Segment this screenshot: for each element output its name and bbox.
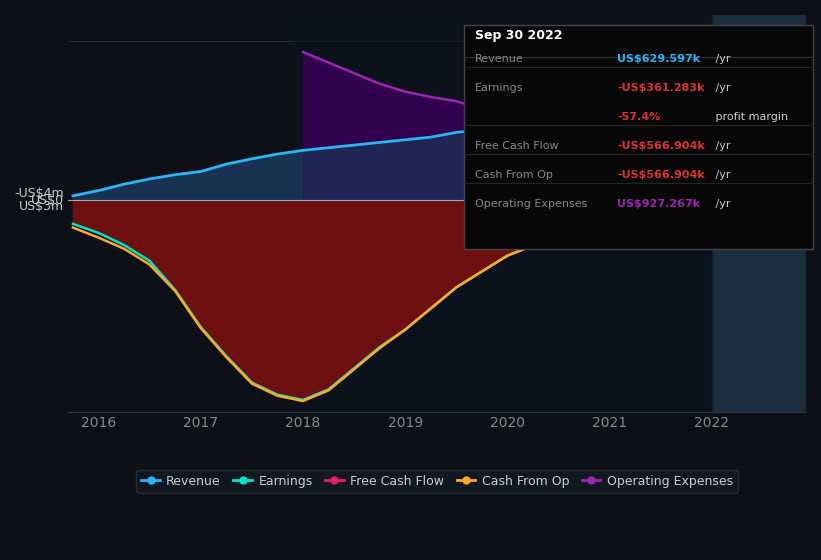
- Text: profit margin: profit margin: [712, 112, 788, 122]
- Text: US$629.597k: US$629.597k: [617, 54, 700, 64]
- Text: /yr: /yr: [712, 141, 731, 151]
- Text: Revenue: Revenue: [475, 54, 523, 64]
- Text: Earnings: Earnings: [475, 83, 523, 93]
- Text: -57.4%: -57.4%: [617, 112, 661, 122]
- Text: US$0: US$0: [31, 194, 64, 207]
- Text: -US$566.904k: -US$566.904k: [617, 141, 705, 151]
- Text: -US$361.283k: -US$361.283k: [617, 83, 704, 93]
- Text: US$927.267k: US$927.267k: [617, 199, 700, 209]
- Text: /yr: /yr: [712, 83, 731, 93]
- Bar: [712, 15, 806, 412]
- Text: Free Cash Flow: Free Cash Flow: [475, 141, 558, 151]
- Bar: [293, 15, 712, 412]
- Text: /yr: /yr: [712, 54, 731, 64]
- Text: /yr: /yr: [712, 199, 731, 209]
- Text: /yr: /yr: [712, 170, 731, 180]
- Text: -US$566.904k: -US$566.904k: [617, 170, 705, 180]
- Text: -US$4m: -US$4m: [15, 187, 64, 200]
- Text: Cash From Op: Cash From Op: [475, 170, 553, 180]
- Text: Sep 30 2022: Sep 30 2022: [475, 29, 562, 42]
- Legend: Revenue, Earnings, Free Cash Flow, Cash From Op, Operating Expenses: Revenue, Earnings, Free Cash Flow, Cash …: [136, 470, 737, 493]
- Text: US$3m: US$3m: [19, 200, 64, 213]
- Text: Operating Expenses: Operating Expenses: [475, 199, 587, 209]
